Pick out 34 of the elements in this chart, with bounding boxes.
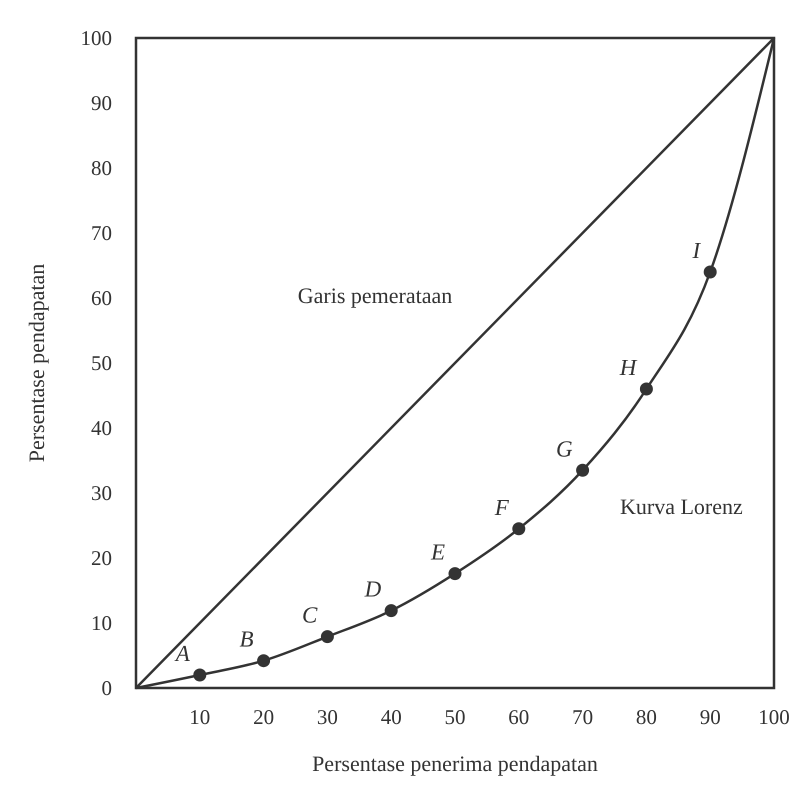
y-tick-label: 30: [91, 481, 112, 505]
y-tick-label: 50: [91, 351, 112, 375]
x-tick-label: 70: [572, 705, 594, 729]
y-axis-title: Persentase pendapatan: [24, 264, 49, 462]
y-tick-label: 80: [91, 156, 112, 180]
x-tick-label: 40: [380, 705, 402, 729]
y-tick-label: 100: [80, 26, 112, 50]
y-tick-label: 0: [102, 676, 112, 700]
x-tick-label: 80: [636, 705, 657, 729]
y-tick-label: 70: [91, 221, 112, 245]
annotation: C: [302, 602, 318, 628]
annotation: Garis pemerataan: [298, 283, 452, 308]
annotation: A: [174, 641, 191, 666]
x-tick-label: 30: [316, 705, 338, 729]
y-tick-label: 60: [91, 286, 112, 310]
y-tick-label: 40: [91, 416, 112, 440]
x-tick-label: 60: [508, 705, 530, 729]
annotation: Kurva Lorenz: [620, 494, 744, 519]
annotation: I: [692, 238, 702, 263]
annotation: G: [556, 436, 573, 462]
x-tick-label: 10: [189, 705, 210, 729]
x-tick-label: 50: [444, 705, 466, 729]
annotation: H: [618, 355, 638, 380]
x-axis-title: Persentase penerima pendapatan: [312, 751, 598, 776]
y-tick-label: 90: [91, 91, 112, 115]
y-tick-label: 10: [91, 611, 112, 635]
annotation: F: [494, 494, 510, 520]
x-tick-label: 90: [700, 705, 721, 729]
x-tick-label: 100: [758, 705, 790, 729]
annotation: B: [240, 626, 254, 652]
annotation: E: [430, 540, 445, 565]
x-tick-label: 20: [253, 705, 274, 729]
y-tick-label: 20: [91, 546, 112, 570]
annotation: D: [364, 576, 382, 602]
